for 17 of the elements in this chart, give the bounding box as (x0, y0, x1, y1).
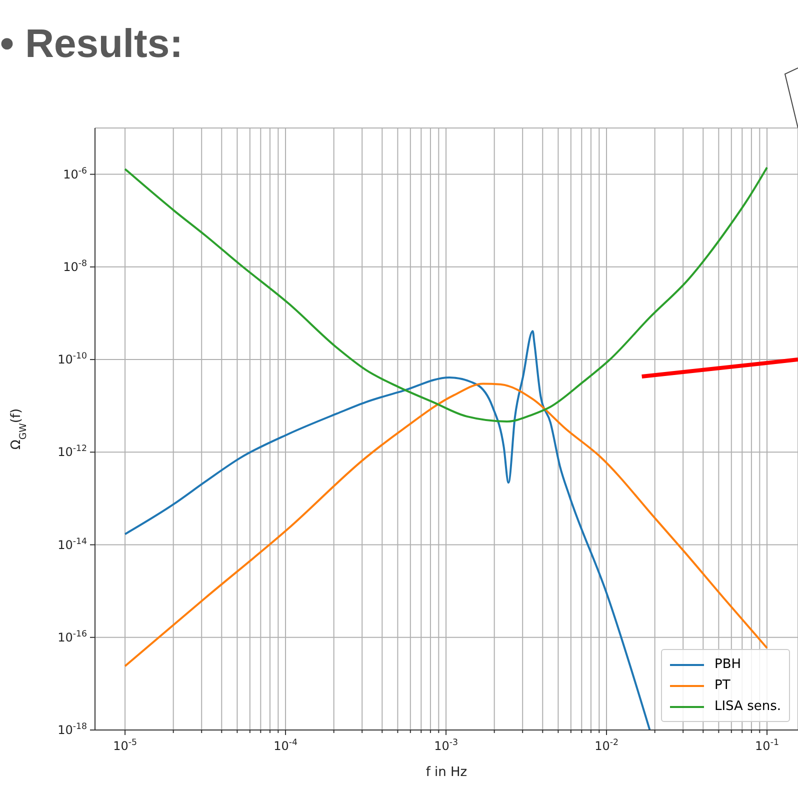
y-tick-label: 10$^{-6}$ (63, 166, 87, 182)
legend-label: PT (714, 678, 730, 693)
x-axis-title: f in Hz (426, 765, 468, 780)
y-tick-label: 10$^{-18}$ (58, 722, 87, 737)
legend-label: PBH (714, 657, 742, 672)
y-tick-label: 10$^{-8}$ (63, 258, 87, 274)
y-tick-label: 10$^{-10}$ (58, 352, 87, 367)
x-tick-label: 10$^{-1}$ (755, 738, 779, 753)
legend-label: LISA sens. (714, 699, 781, 714)
x-tick-label: 10$^{-3}$ (434, 738, 458, 753)
y-tick-label: 10$^{-12}$ (58, 444, 87, 460)
x-tick-label: 10$^{-5}$ (113, 738, 137, 753)
y-tick-label: 10$^{-16}$ (58, 629, 87, 644)
x-tick-label: 10$^{-4}$ (274, 738, 298, 753)
y-tick-label: 10$^{-14}$ (58, 536, 87, 552)
chart-title: • Results: (0, 22, 183, 67)
x-tick-label: 10$^{-2}$ (594, 738, 618, 753)
